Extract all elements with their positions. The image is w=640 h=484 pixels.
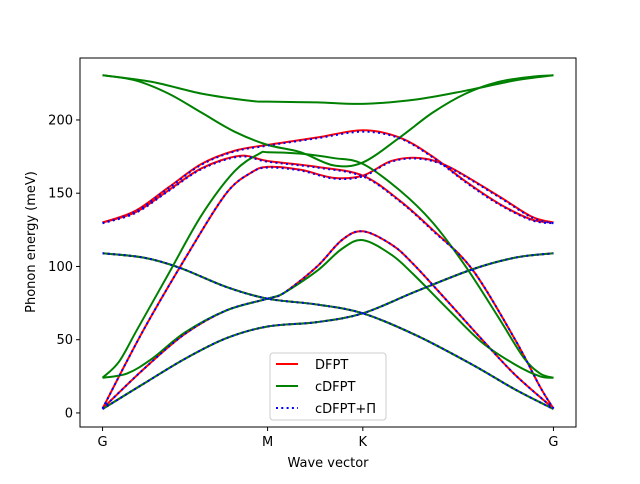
y-tick-label: 150	[48, 187, 73, 202]
y-axis-ticks: 0 50 100 150 200	[48, 113, 80, 421]
series-cdfpt-	[101, 130, 555, 410]
legend-label-cdfpt-pi: cDFPT+Π	[315, 402, 376, 417]
legend-label-cdfpt: cDFPT	[315, 380, 355, 395]
x-tick-label: K	[359, 435, 368, 450]
x-tick-label: G	[548, 435, 558, 450]
y-tick-label: 100	[48, 260, 73, 275]
band-line	[101, 157, 554, 410]
x-tick-label: G	[98, 435, 108, 450]
legend: DFPT cDFPT cDFPT+Π	[269, 352, 387, 421]
band-line	[101, 150, 554, 379]
band-line	[101, 230, 555, 410]
band-line	[102, 130, 554, 225]
x-tick-label: M	[262, 435, 273, 450]
y-axis-label: Phonon energy (meV)	[24, 171, 39, 313]
band-line	[102, 74, 554, 168]
band-line	[102, 252, 554, 410]
band-line	[102, 155, 555, 410]
y-tick-label: 200	[48, 113, 73, 128]
plot-frame	[79, 57, 577, 428]
legend-box	[269, 352, 387, 421]
band-line	[102, 252, 554, 410]
band-line	[102, 74, 554, 105]
y-tick-label: 50	[56, 333, 73, 348]
y-tick-label: 0	[65, 406, 73, 421]
legend-label-dfpt: DFPT	[315, 358, 348, 373]
series-layer	[101, 74, 555, 410]
x-axis-label: Wave vector	[287, 456, 369, 471]
